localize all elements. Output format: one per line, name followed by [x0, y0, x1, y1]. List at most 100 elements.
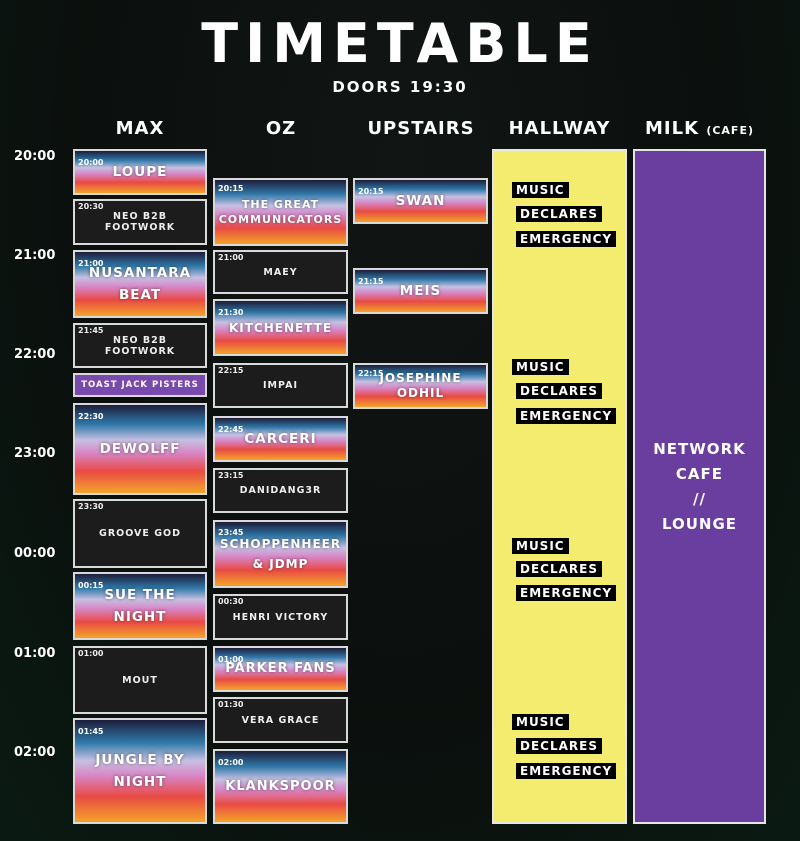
slot-act: MAEY: [263, 266, 298, 278]
music-declares-emergency-tag: DECLARES: [516, 383, 602, 399]
time-label: 00:00: [14, 546, 56, 561]
music-declares-emergency-tag: DECLARES: [516, 206, 602, 222]
slot-act: NEO B2B FOOTWORK: [104, 334, 176, 357]
time-label: 22:00: [14, 347, 56, 362]
slot-max-mout[interactable]: 01:00 MOUT: [73, 646, 207, 714]
column-header-max: MAX: [115, 118, 165, 139]
slot-start: 20:30: [78, 202, 104, 211]
column-header-milk: MILK (CAFE): [633, 118, 766, 139]
slot-upstairs-josephine[interactable]: 22:15 JOSEPHINE ODHIL: [353, 363, 488, 409]
slot-act: PARKER FANS: [225, 661, 336, 676]
slot-start: 01:00: [218, 655, 244, 664]
slot-act: CARCERI: [244, 431, 317, 447]
music-declares-emergency-tag: MUSIC: [512, 538, 569, 554]
column-header-milk-sub: (CAFE): [706, 124, 754, 137]
slot-max-neo-2[interactable]: 21:45 NEO B2B FOOTWORK: [73, 323, 207, 368]
slot-start: 22:30: [78, 412, 104, 421]
slot-max-toast[interactable]: TOAST JACK PISTERS: [73, 373, 207, 397]
slot-act: NEO B2B FOOTWORK: [104, 211, 176, 233]
time-label: 23:00: [14, 446, 56, 461]
slot-start: 00:15: [78, 581, 104, 590]
slot-start: 20:15: [218, 184, 244, 193]
slot-max-loupe[interactable]: 20:00 LOUPE: [73, 149, 207, 195]
slot-start: 22:15: [218, 366, 244, 375]
column-header-oz: OZ: [265, 118, 297, 139]
time-label: 02:00: [14, 745, 56, 760]
slot-act: GROOVE GOD: [99, 528, 181, 539]
slot-max-dewolff[interactable]: 22:30 DEWOLFF: [73, 403, 207, 495]
slot-oz-vera-grace[interactable]: 01:30 VERA GRACE: [213, 697, 348, 743]
music-declares-emergency-tag: EMERGENCY: [516, 231, 617, 247]
slot-act: HENRI VICTORY: [232, 611, 329, 623]
music-declares-emergency-tag: MUSIC: [512, 359, 569, 375]
slot-act: IMPAI: [263, 380, 298, 391]
slot-act: KLANKSPOOR: [225, 778, 336, 794]
time-label: 01:00: [14, 646, 56, 661]
column-header-upstairs: UPSTAIRS: [367, 118, 475, 139]
page-title: TIMETABLE: [201, 12, 599, 75]
slot-oz-klankspoor[interactable]: 02:00 KLANKSPOOR: [213, 749, 348, 824]
slot-oz-parker-fans[interactable]: 01:00 PARKER FANS: [213, 646, 348, 692]
slot-oz-henri-victory[interactable]: 00:30 HENRI VICTORY: [213, 594, 348, 640]
time-label: 20:00: [14, 149, 56, 164]
slot-act: KITCHENETTE: [228, 320, 333, 335]
slot-act: VERA GRACE: [241, 714, 320, 726]
music-declares-emergency-tag: EMERGENCY: [516, 408, 617, 424]
slot-oz-carceri[interactable]: 22:45 CARCERI: [213, 416, 348, 462]
milk-panel: NETWORK CAFE // LOUNGE: [633, 149, 766, 824]
slot-act: JOSEPHINE ODHIL: [379, 371, 462, 400]
slot-act: THE GREAT COMMUNICATORS: [218, 198, 343, 226]
slot-max-sue-the-night[interactable]: 00:15 SUE THE NIGHT: [73, 572, 207, 640]
slot-start: 21:15: [358, 277, 384, 286]
slot-oz-impai[interactable]: 22:15 IMPAI: [213, 363, 348, 408]
column-header-hallway: HALLWAY: [508, 118, 611, 139]
music-declares-emergency-tag: MUSIC: [512, 182, 569, 198]
slot-max-jungle[interactable]: 01:45 JUNGLE BY NIGHT: [73, 718, 207, 824]
slot-act: JUNGLE BY NIGHT: [95, 752, 185, 790]
slot-act: LOUPE: [112, 164, 168, 180]
slot-start: 22:45: [218, 425, 244, 434]
slot-act: NUSANTARA BEAT: [88, 265, 192, 303]
slot-oz-danidang3r[interactable]: 23:15 DANIDANG3R: [213, 468, 348, 513]
slot-start: 01:45: [78, 727, 104, 736]
slot-act: MOUT: [122, 674, 158, 686]
slot-start: 21:45: [78, 326, 104, 335]
slot-act: DANIDANG3R: [239, 485, 322, 496]
slot-start: 01:30: [218, 700, 244, 709]
slot-start: 21:00: [218, 253, 244, 262]
milk-line: //: [693, 489, 706, 508]
milk-line: CAFE: [675, 464, 724, 483]
music-declares-emergency-tag: DECLARES: [516, 561, 602, 577]
slot-max-groove-god[interactable]: 23:30 GROOVE GOD: [73, 499, 207, 568]
slot-act: SUE THE NIGHT: [104, 587, 176, 625]
slot-max-neo-1[interactable]: 20:30 NEO B2B FOOTWORK: [73, 199, 207, 245]
music-declares-emergency-tag: DECLARES: [516, 738, 602, 754]
slot-act: DEWOLFF: [99, 441, 181, 457]
slot-act: SWAN: [395, 193, 446, 209]
slot-start: 23:45: [218, 528, 244, 537]
slot-start: 20:00: [78, 158, 104, 167]
slot-start: 21:00: [78, 259, 104, 268]
milk-line: NETWORK: [653, 439, 746, 458]
slot-act: TOAST JACK PISTERS: [81, 380, 199, 390]
doors-time: DOORS 19:30: [332, 78, 468, 96]
slot-start: 23:15: [218, 471, 244, 480]
slot-upstairs-swan[interactable]: 20:15 SWAN: [353, 178, 488, 224]
slot-start: 02:00: [218, 758, 244, 767]
slot-oz-kitchenette[interactable]: 21:30 KITCHENETTE: [213, 299, 348, 356]
milk-line: LOUNGE: [661, 514, 738, 533]
slot-start: 21:30: [218, 308, 244, 317]
slot-upstairs-meis[interactable]: 21:15 MEIS: [353, 268, 488, 314]
music-declares-emergency-tag: MUSIC: [512, 714, 569, 730]
slot-act: MEIS: [399, 283, 442, 299]
slot-max-nusantara[interactable]: 21:00 NUSANTARA BEAT: [73, 250, 207, 318]
slot-start: 01:00: [78, 649, 104, 658]
slot-oz-maey[interactable]: 21:00 MAEY: [213, 250, 348, 294]
music-declares-emergency-tag: EMERGENCY: [516, 763, 617, 779]
slot-oz-schoppenheer[interactable]: 23:45 SCHOPPENHEER & JDMP: [213, 520, 348, 588]
slot-act: SCHOPPENHEER & JDMP: [219, 537, 342, 571]
column-header-milk-label: MILK: [645, 118, 700, 139]
music-declares-emergency-tag: EMERGENCY: [516, 585, 617, 601]
slot-oz-great-communicators[interactable]: 20:15 THE GREAT COMMUNICATORS: [213, 178, 348, 246]
slot-start: 20:15: [358, 187, 384, 196]
